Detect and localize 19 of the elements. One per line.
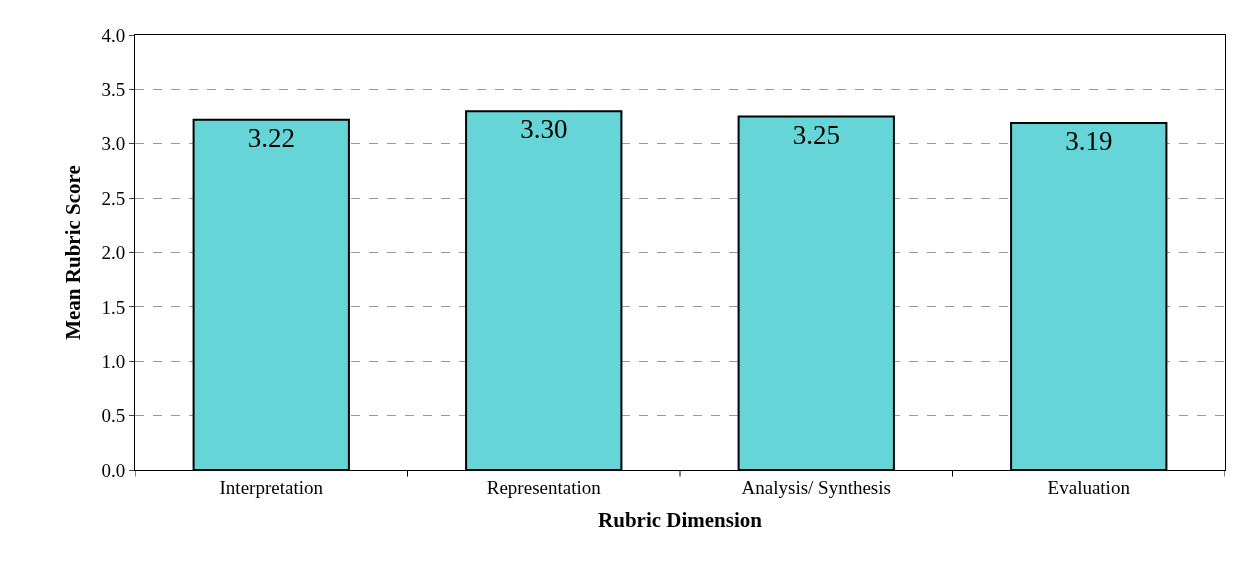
x-tick-label: Interpretation [219,476,324,498]
data-label: 3.25 [792,119,840,150]
data-label: 3.30 [520,114,568,145]
y-tick-label: 0.0 [101,459,126,481]
x-tick-label: Representation [486,476,602,498]
y-tick-label: 3.0 [101,133,126,155]
y-tick-label: 3.5 [101,79,126,101]
x-tick-label: Analysis/ Synthesis [741,476,891,498]
y-tick-label: 0.5 [101,405,126,427]
data-label: 3.19 [1065,126,1113,157]
data-label: 3.22 [247,122,295,153]
y-tick-label: 4.0 [101,24,126,46]
y-tick-label: 2.0 [101,242,126,264]
y-tick-label: 1.0 [101,350,126,372]
y-tick-label: 1.5 [101,296,126,318]
x-tick-label: Evaluation [1047,476,1131,498]
x-axis-title: Rubric Dimension [598,508,763,532]
y-tick-label: 2.5 [101,187,126,209]
y-axis-title: Mean Rubric Score [60,165,85,340]
